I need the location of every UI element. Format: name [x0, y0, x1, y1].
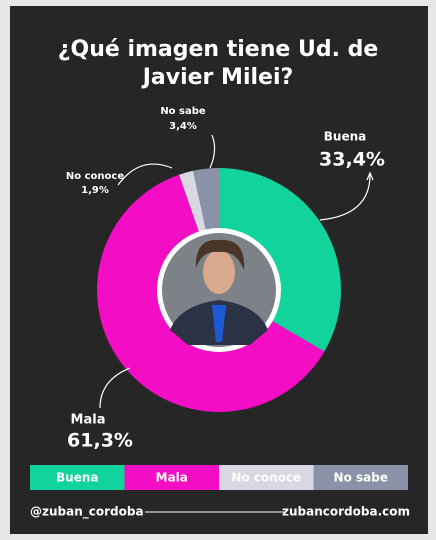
arrow — [209, 134, 216, 169]
slice — [179, 170, 207, 236]
photo-tie — [212, 305, 226, 342]
footer-left: @zuban_cordoba — [30, 505, 144, 520]
arrow — [99, 367, 131, 409]
value-label: 61,3% — [67, 430, 133, 452]
footer-right: zubancordoba.com — [282, 505, 410, 519]
arrow-head — [366, 171, 374, 181]
slice — [219, 168, 341, 352]
slice — [193, 168, 219, 234]
legend-swatch — [219, 465, 314, 490]
legend-swatch — [313, 465, 408, 490]
legend-label: No conoce — [231, 471, 301, 485]
legend-swatch — [124, 465, 219, 490]
photo-hair — [195, 239, 245, 270]
slice-label: No sabe — [160, 106, 206, 117]
slice-label: No conoce — [66, 171, 124, 182]
legend-label: No sabe — [334, 471, 388, 485]
slice — [96, 174, 325, 413]
arrow — [319, 174, 371, 221]
photo-face — [203, 250, 235, 294]
arrows — [99, 134, 374, 409]
legend-label: Buena — [56, 471, 98, 485]
value-label: 33,4% — [319, 149, 385, 171]
chart-title: ¿Qué imagen tiene Ud. de Javier Milei? — [57, 37, 379, 90]
legend-swatch — [30, 465, 125, 490]
value-label: 1,9% — [81, 185, 109, 196]
slice-label: Mala — [71, 413, 106, 428]
legend-label: Mala — [156, 471, 188, 485]
arrow — [117, 163, 173, 186]
slice-label: Buena — [324, 130, 366, 144]
value-label: 3,4% — [169, 121, 197, 132]
